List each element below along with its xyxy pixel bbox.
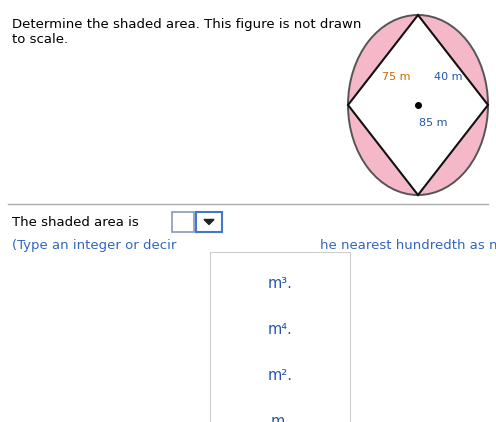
Text: (Type an integer or decir: (Type an integer or decir <box>12 240 177 252</box>
Text: m².: m². <box>267 368 293 383</box>
Text: Determine the shaded area. This figure is not drawn
to scale.: Determine the shaded area. This figure i… <box>12 18 362 46</box>
Ellipse shape <box>348 15 488 195</box>
Bar <box>196 212 222 232</box>
Text: The shaded area is: The shaded area is <box>12 216 139 228</box>
Polygon shape <box>348 15 488 195</box>
Text: 40 m: 40 m <box>434 72 462 82</box>
Text: 75 m: 75 m <box>382 72 410 82</box>
Text: m⁴.: m⁴. <box>268 322 292 337</box>
Text: he nearest hundredth as needed.): he nearest hundredth as needed.) <box>320 240 496 252</box>
Bar <box>210 252 350 422</box>
Text: 85 m: 85 m <box>419 118 447 128</box>
Text: m³.: m³. <box>267 276 293 291</box>
Text: m.: m. <box>270 414 290 422</box>
Bar <box>172 212 194 232</box>
Polygon shape <box>204 219 214 225</box>
